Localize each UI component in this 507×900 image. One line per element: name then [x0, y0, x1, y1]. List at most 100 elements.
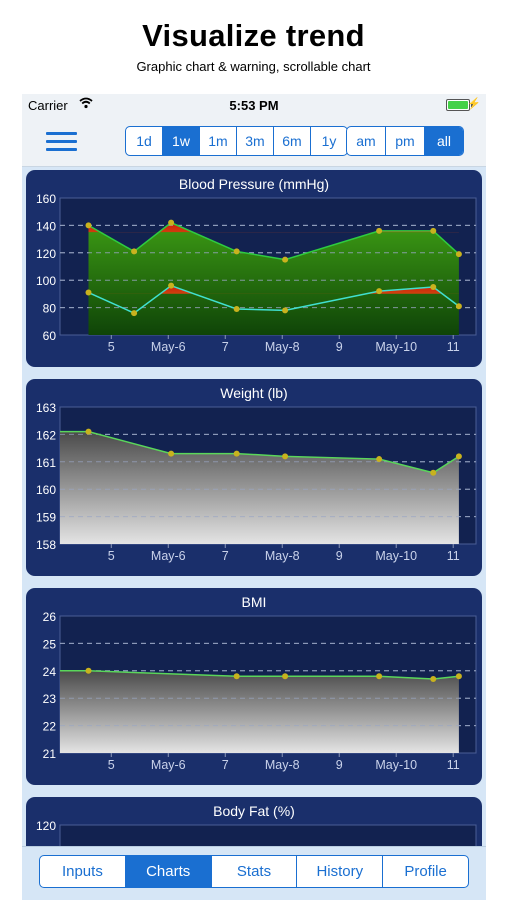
chart-toolbar: 1d 1w 1m 3m 6m 1y am pm all — [22, 116, 486, 167]
diastolic-point[interactable] — [233, 305, 240, 312]
x-tick-label: 11 — [447, 340, 460, 354]
tab-charts[interactable]: Charts — [124, 856, 211, 887]
tab-profile[interactable]: Profile — [382, 856, 468, 887]
y-tick-label: 80 — [43, 302, 57, 316]
diastolic-point[interactable] — [282, 307, 289, 314]
x-tick-label: 7 — [222, 340, 229, 354]
carrier-label: Carrier — [28, 98, 68, 113]
tab-stats[interactable]: Stats — [210, 856, 297, 887]
y-tick-label: 161 — [36, 456, 56, 470]
data-point[interactable] — [233, 673, 240, 680]
range-option-1w[interactable]: 1w — [162, 127, 199, 155]
data-point[interactable] — [430, 469, 437, 476]
value-line — [60, 430, 460, 474]
data-point[interactable] — [282, 453, 289, 460]
tab-inputs[interactable]: Inputs — [61, 863, 103, 880]
systolic-point[interactable] — [376, 227, 383, 234]
y-tick-label: 22 — [43, 720, 57, 734]
y-tick-label: 23 — [43, 692, 57, 706]
data-point[interactable] — [376, 456, 383, 463]
data-point[interactable] — [455, 453, 462, 460]
systolic-point[interactable] — [282, 256, 289, 263]
blood-pressure-chart[interactable]: Blood Pressure (mmHg) 60 80 100 120 140 160 5 Ma… — [26, 170, 482, 367]
x-tick-label: 9 — [336, 758, 343, 772]
diastolic-warning-area — [88, 285, 459, 294]
hero-subtitle: Graphic chart & warning, scrollable char… — [136, 59, 371, 74]
systolic-point[interactable] — [430, 227, 437, 234]
x-tick-label: May-10 — [375, 549, 417, 563]
x-tick-label: May-6 — [151, 758, 186, 772]
x-tick-label: 7 — [222, 758, 229, 772]
time-option-pm[interactable]: pm — [385, 127, 424, 155]
time-option-all[interactable]: all — [424, 127, 463, 155]
systolic-point[interactable] — [85, 222, 92, 229]
status-bar: Carrier 5:53 PM ⚡ — [22, 94, 486, 116]
y-tick-label: 100 — [36, 274, 56, 288]
systolic-point[interactable] — [131, 248, 138, 255]
range-option-1d[interactable]: 1d — [136, 133, 152, 149]
range-option-1m[interactable]: 1m — [199, 127, 236, 155]
y-tick-label: 160 — [36, 192, 56, 206]
value-area — [60, 431, 459, 544]
x-tick-label: 5 — [108, 549, 115, 563]
data-point[interactable] — [168, 450, 175, 457]
bolt-icon: ⚡ — [467, 98, 481, 110]
x-tick-label: May-10 — [375, 758, 417, 772]
chart-title: Weight (lb) — [220, 385, 287, 401]
range-option-6m[interactable]: 6m — [273, 127, 310, 155]
y-tick-label: 160 — [36, 483, 56, 497]
x-tick-label: 11 — [447, 758, 460, 772]
y-tick-label: 159 — [36, 511, 56, 525]
diastolic-point[interactable] — [85, 289, 92, 296]
range-selector: 1d 1w 1m 3m 6m 1y — [125, 126, 348, 156]
systolic-point[interactable] — [233, 248, 240, 255]
range-option-1y[interactable]: 1y — [310, 127, 347, 155]
chart-card-blood-pressure: Blood Pressure (mmHg) 60 80 100 120 140 160 5 Ma… — [26, 170, 482, 367]
phone-screen: Carrier 5:53 PM ⚡ 1d 1w 1m 3m 6m 1y am pm all B… — [22, 94, 486, 900]
systolic-point[interactable] — [455, 251, 462, 258]
value-area — [60, 670, 459, 753]
diastolic-point[interactable] — [131, 310, 138, 317]
y-tick-label: 21 — [43, 747, 57, 761]
tab-bar: Inputs Charts Stats History Profile — [22, 846, 486, 900]
diastolic-point[interactable] — [430, 284, 437, 291]
x-tick-label: May-8 — [265, 340, 300, 354]
systolic-warning-area — [88, 222, 459, 233]
data-point[interactable] — [85, 428, 92, 435]
diastolic-point[interactable] — [376, 288, 383, 295]
status-time: 5:53 PM — [229, 98, 279, 113]
y-tick-label: 162 — [36, 428, 56, 442]
chart-title: Blood Pressure (mmHg) — [179, 176, 329, 192]
y-tick-label: 25 — [43, 637, 57, 651]
x-tick-label: 5 — [108, 758, 115, 772]
x-tick-label: May-10 — [375, 340, 417, 354]
y-tick-label: 24 — [43, 665, 57, 679]
diastolic-point[interactable] — [455, 303, 462, 310]
hero-title: Visualize trend — [142, 18, 365, 53]
chart-card-bmi: BMI 21 22 23 24 25 26 5 May-6 7 May-8 9 May-10 11 — [26, 588, 482, 785]
data-point[interactable] — [233, 450, 240, 457]
tab-history[interactable]: History — [296, 856, 382, 887]
hamburger-menu-icon[interactable] — [46, 130, 80, 154]
range-option-3m[interactable]: 3m — [236, 127, 273, 155]
time-of-day-selector: am pm all — [346, 126, 464, 156]
chart-title: BMI — [242, 594, 267, 610]
x-tick-label: 9 — [336, 340, 343, 354]
data-point[interactable] — [430, 676, 437, 683]
chart-title: Body Fat (%) — [213, 803, 295, 819]
x-tick-label: 5 — [108, 340, 115, 354]
data-point[interactable] — [376, 673, 383, 680]
bmi-chart[interactable]: BMI 21 22 23 24 25 26 5 May-6 7 May-8 9 May-10 11 — [26, 588, 482, 785]
data-point[interactable] — [85, 667, 92, 674]
x-tick-label: May-6 — [151, 549, 186, 563]
x-tick-label: 9 — [336, 549, 343, 563]
y-tick-label: 120 — [36, 819, 56, 833]
data-point[interactable] — [455, 673, 462, 680]
systolic-point[interactable] — [168, 219, 175, 226]
data-point[interactable] — [282, 673, 289, 680]
time-option-am[interactable]: am — [356, 133, 376, 149]
x-tick-label: 11 — [447, 549, 460, 563]
y-tick-label: 158 — [36, 538, 56, 552]
diastolic-point[interactable] — [168, 282, 175, 289]
weight-chart[interactable]: Weight (lb) 158 159 160 161 162 163 5 May-6 7 May-… — [26, 379, 482, 576]
